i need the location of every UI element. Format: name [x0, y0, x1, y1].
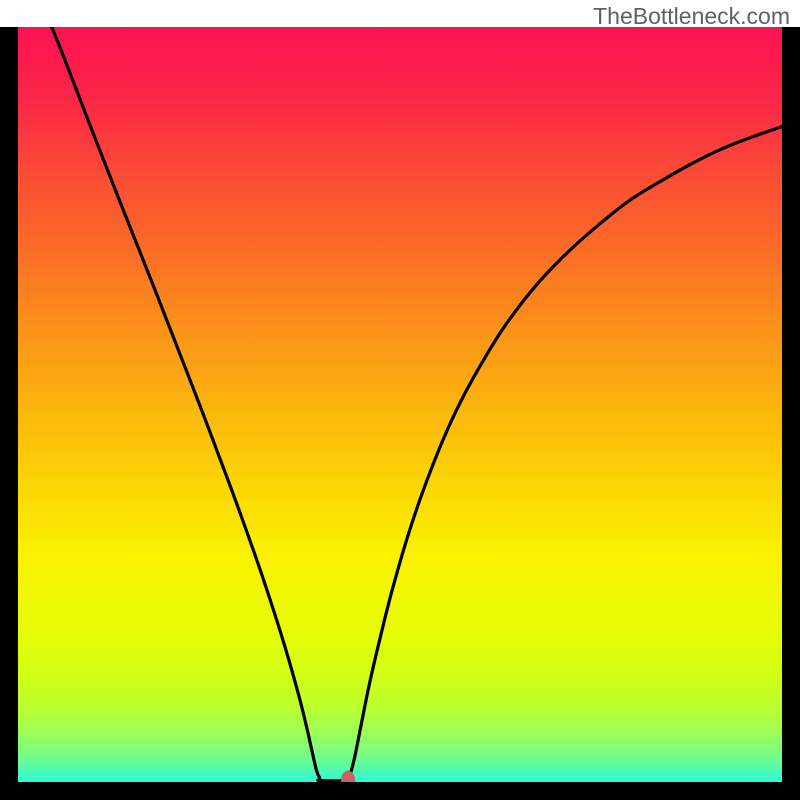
- watermark-text: TheBottleneck.com: [593, 3, 790, 30]
- chart-container: TheBottleneck.com: [0, 0, 800, 800]
- chart-outer-frame: [0, 27, 800, 800]
- gradient-background: [18, 27, 782, 782]
- chart-svg: [18, 27, 782, 782]
- chart-plot-area: [18, 27, 782, 782]
